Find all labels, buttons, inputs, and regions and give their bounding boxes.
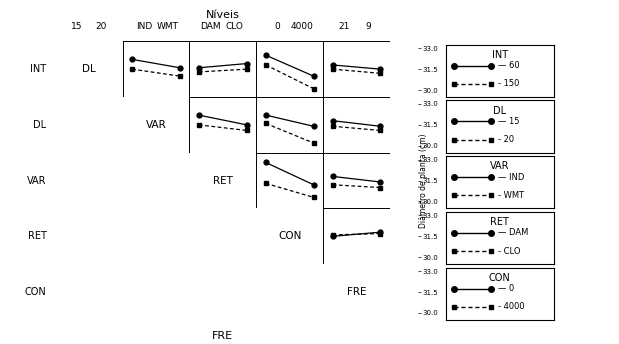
- Text: 20: 20: [95, 22, 107, 31]
- Text: DL: DL: [493, 106, 506, 116]
- Text: VAR: VAR: [27, 175, 46, 186]
- Text: VAR: VAR: [490, 161, 509, 171]
- Text: 0: 0: [275, 22, 280, 31]
- Text: — 60: — 60: [498, 61, 519, 70]
- Text: - WMT: - WMT: [498, 191, 524, 200]
- Text: WMT: WMT: [157, 22, 179, 31]
- Text: DAM: DAM: [201, 22, 221, 31]
- Text: RET: RET: [28, 231, 46, 241]
- Text: - 4000: - 4000: [498, 302, 524, 311]
- Text: DL: DL: [33, 120, 46, 130]
- Text: - CLO: - CLO: [498, 247, 520, 256]
- Text: — DAM: — DAM: [498, 228, 528, 237]
- Text: CON: CON: [25, 287, 46, 297]
- Text: RET: RET: [213, 175, 233, 186]
- Text: Níveis: Níveis: [206, 10, 240, 20]
- Text: CON: CON: [489, 273, 511, 283]
- Text: - 150: - 150: [498, 79, 519, 88]
- Text: - 20: - 20: [498, 135, 514, 144]
- Text: CLO: CLO: [226, 22, 244, 31]
- Text: INT: INT: [30, 64, 46, 74]
- Text: — IND: — IND: [498, 173, 524, 182]
- Text: FRE: FRE: [212, 331, 233, 341]
- Text: FRE: FRE: [347, 287, 366, 297]
- Text: VAR: VAR: [145, 120, 167, 130]
- Text: RET: RET: [490, 217, 509, 227]
- Text: DL: DL: [82, 64, 96, 74]
- Text: CON: CON: [278, 231, 301, 241]
- Text: INT: INT: [491, 50, 508, 60]
- Text: IND: IND: [136, 22, 152, 31]
- Text: 9: 9: [366, 22, 371, 31]
- Text: — 15: — 15: [498, 117, 519, 126]
- Text: 4000: 4000: [290, 22, 313, 31]
- Text: — 0: — 0: [498, 284, 514, 293]
- Text: 15: 15: [71, 22, 83, 31]
- Text: 21: 21: [339, 22, 350, 31]
- Text: Diâmetro de planta (cm): Diâmetro de planta (cm): [419, 133, 428, 228]
